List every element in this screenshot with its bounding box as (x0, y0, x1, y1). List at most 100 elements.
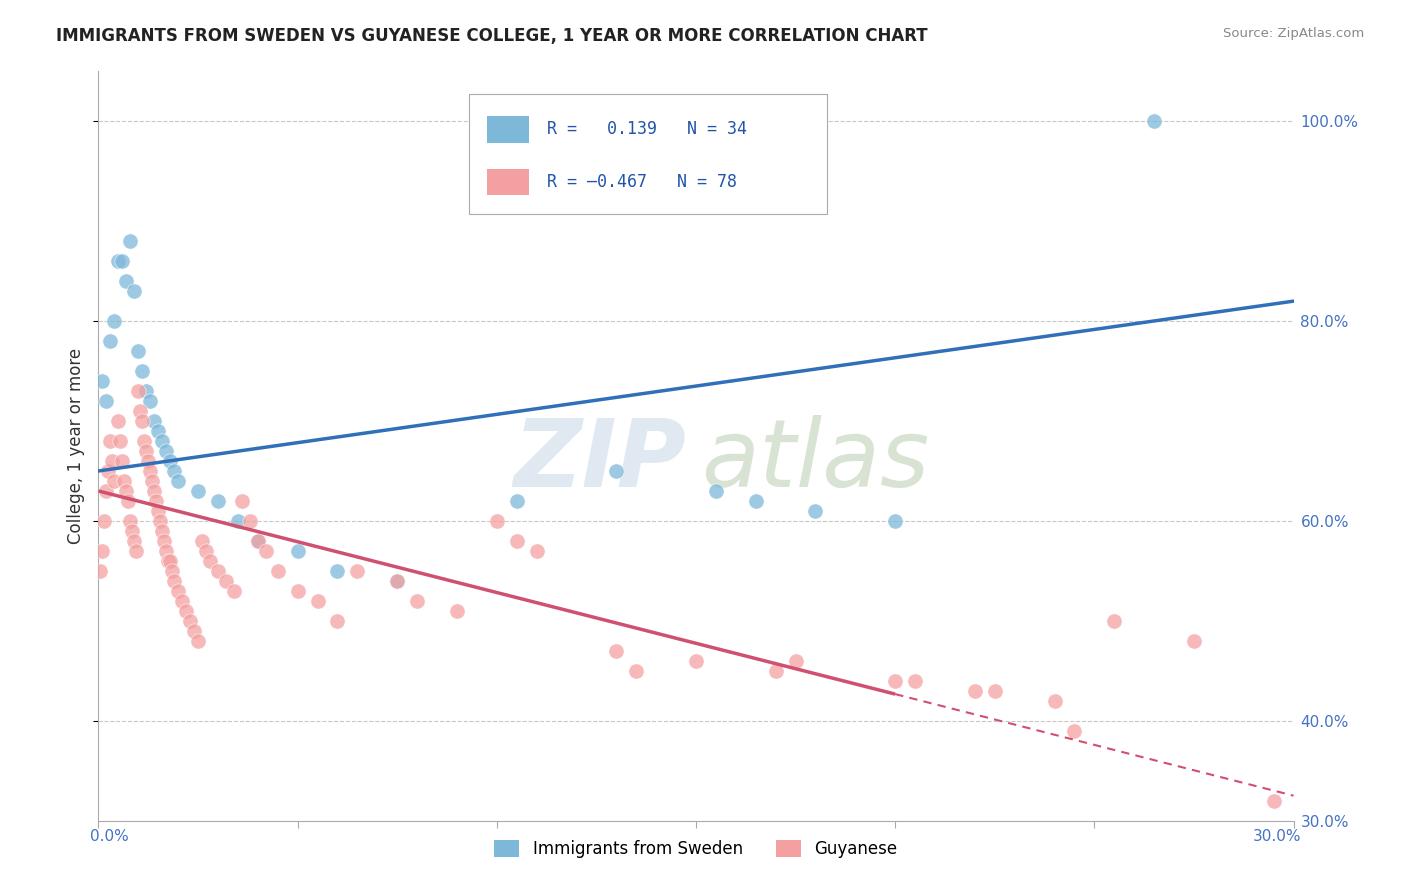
Point (167, 474, 190, 488)
Point (131, 414, 153, 428)
Point (157, 554, 180, 568)
Point (101, 454, 124, 468)
Point (135, 444, 157, 458)
Point (326, 614, 349, 628)
Point (267, 564, 290, 578)
Point (222, 583, 245, 598)
Point (98, 434, 122, 448)
Point (984, 683, 1007, 698)
Point (745, 494, 768, 508)
Point (1182, 633, 1205, 648)
Point (160, 564, 183, 578)
Point (124, 284, 146, 298)
Legend: Immigrants from Sweden, Guyanese: Immigrants from Sweden, Guyanese (488, 833, 904, 864)
Text: 0.0%: 0.0% (90, 829, 129, 844)
Point (115, 483, 138, 498)
FancyBboxPatch shape (470, 94, 827, 214)
Point (506, 533, 529, 548)
Text: IMMIGRANTS FROM SWEDEN VS GUYANESE COLLEGE, 1 YEAR OR MORE CORRELATION CHART: IMMIGRANTS FROM SWEDEN VS GUYANESE COLLE… (56, 27, 928, 45)
Point (187, 633, 209, 648)
Point (115, 274, 138, 288)
Point (804, 504, 827, 518)
Text: 30.0%: 30.0% (1253, 829, 1302, 844)
Point (159, 554, 181, 568)
Point (121, 524, 143, 538)
Point (246, 533, 269, 548)
Point (153, 533, 176, 548)
Text: R = –0.467   N = 78: R = –0.467 N = 78 (547, 172, 737, 191)
Point (148, 424, 170, 438)
Point (765, 664, 787, 678)
Point (183, 624, 205, 638)
Point (1263, 794, 1285, 808)
Point (963, 683, 986, 698)
Point (141, 474, 163, 488)
Point (385, 574, 409, 588)
Point (1063, 723, 1085, 738)
Point (159, 454, 181, 468)
Point (89, 564, 111, 578)
Point (150, 434, 173, 448)
Point (111, 454, 134, 468)
Point (187, 483, 209, 498)
Point (91, 374, 114, 388)
Point (131, 364, 153, 378)
Point (167, 583, 190, 598)
Text: atlas: atlas (702, 416, 929, 507)
Point (149, 514, 172, 528)
Point (406, 594, 429, 608)
Point (155, 544, 177, 558)
Point (111, 254, 134, 268)
Point (626, 664, 648, 678)
Point (198, 554, 221, 568)
Text: R =   0.139   N = 34: R = 0.139 N = 34 (547, 120, 747, 138)
Point (287, 583, 309, 598)
Bar (486, 169, 529, 195)
Point (155, 444, 177, 458)
Point (117, 494, 139, 508)
Y-axis label: College, 1 year or more: College, 1 year or more (67, 348, 86, 544)
Text: Source: ZipAtlas.com: Source: ZipAtlas.com (1223, 27, 1364, 40)
Point (143, 483, 166, 498)
Point (307, 594, 329, 608)
Point (125, 544, 148, 558)
Point (110, 434, 132, 448)
Point (485, 514, 508, 528)
Point (107, 254, 129, 268)
Point (226, 514, 249, 528)
Point (207, 564, 229, 578)
Text: ZIP: ZIP (515, 415, 686, 507)
Point (446, 604, 468, 618)
Point (120, 514, 142, 528)
Point (605, 464, 627, 478)
Point (246, 533, 269, 548)
Point (904, 673, 927, 688)
Point (172, 594, 194, 608)
Point (1104, 614, 1126, 628)
Point (685, 654, 707, 668)
Point (96, 483, 118, 498)
Point (107, 414, 129, 428)
Point (97, 464, 120, 478)
Point (124, 533, 146, 548)
Point (884, 514, 907, 528)
Point (136, 454, 159, 468)
Point (145, 494, 167, 508)
Point (215, 574, 238, 588)
Point (163, 574, 186, 588)
Point (239, 514, 262, 528)
Point (191, 533, 214, 548)
Point (785, 654, 807, 668)
Point (127, 344, 149, 359)
Point (163, 464, 186, 478)
Point (103, 474, 125, 488)
Point (195, 544, 218, 558)
Point (103, 314, 125, 328)
Point (704, 483, 727, 498)
Point (91, 544, 114, 558)
Point (93, 514, 115, 528)
Point (143, 414, 166, 428)
Point (1043, 694, 1066, 708)
Point (326, 564, 349, 578)
Point (135, 384, 157, 398)
